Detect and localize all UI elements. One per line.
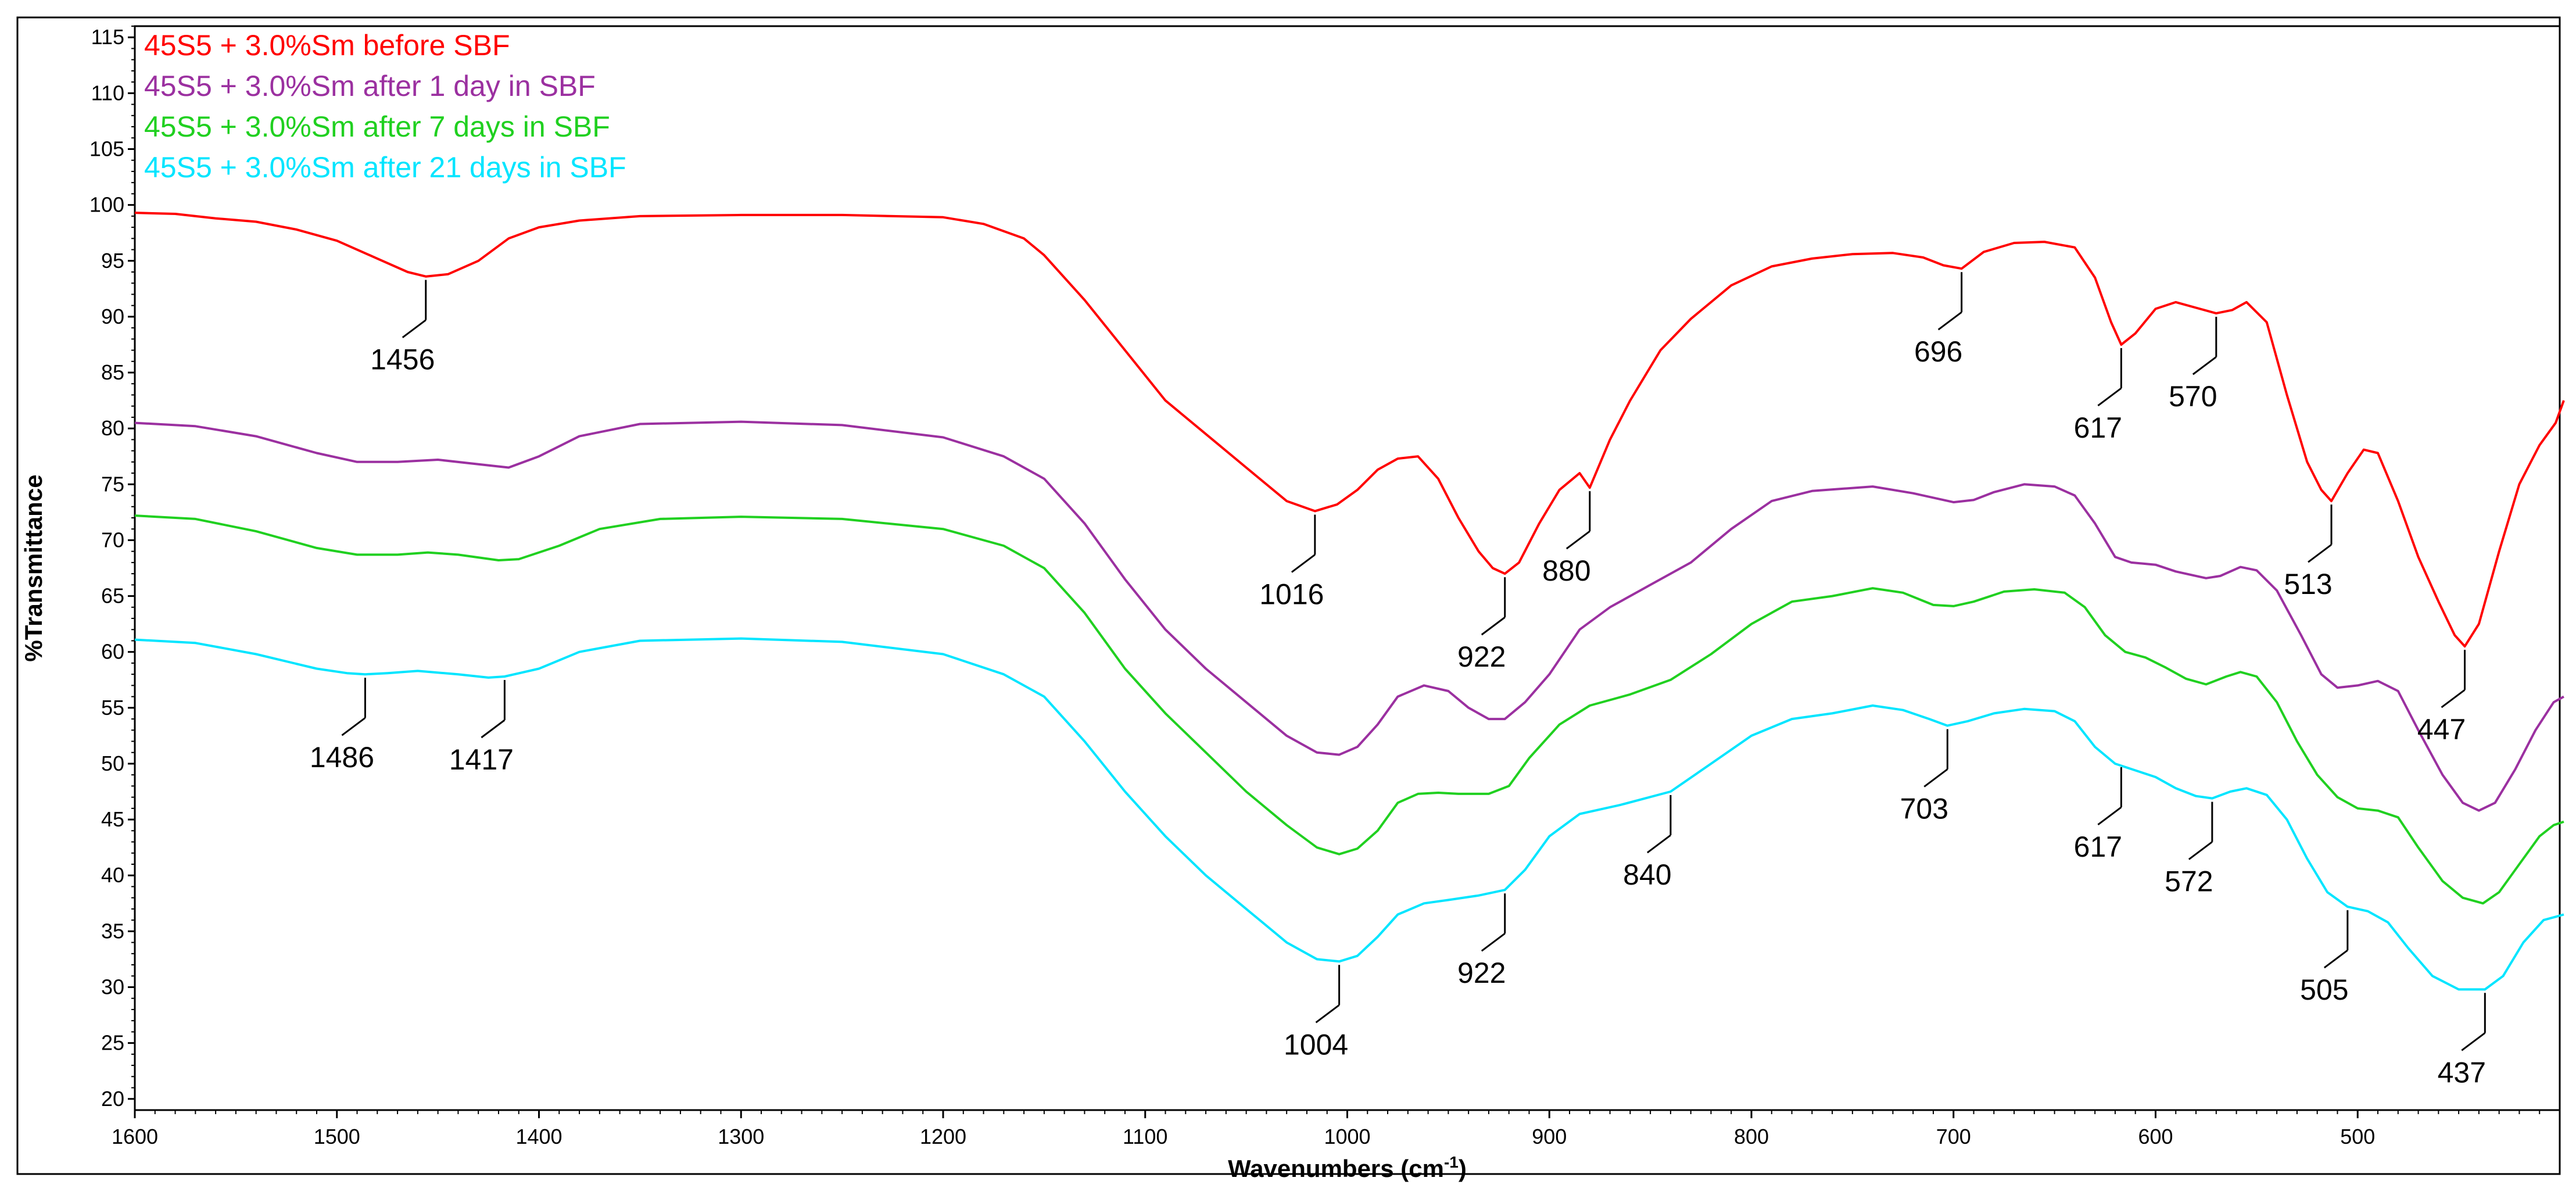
y-tick-label-35: 35 <box>101 919 124 943</box>
peak-leader-5 <box>1937 312 1962 331</box>
series-line-3 <box>134 514 2564 905</box>
legend-entry-1: 45S5 + 3.0%Sm before SBF <box>144 29 510 62</box>
y-tick-label-55: 55 <box>101 696 124 720</box>
peak-label-703: 703 <box>1900 793 1948 825</box>
x-tick-label-1000: 1000 <box>1324 1125 1370 1148</box>
peak-leader-4 <box>1565 530 1590 550</box>
x-tick-label-700: 700 <box>1936 1125 1971 1148</box>
legend-entry-4: 45S5 + 3.0%Sm after 21 days in SBF <box>144 151 626 184</box>
peak-leader-12 <box>1315 1004 1340 1023</box>
x-axis-title-tail: ) <box>1459 1155 1467 1182</box>
peak-leader-1 <box>402 319 427 338</box>
peak-leader-16 <box>2097 806 2122 826</box>
peak-label-513: 513 <box>2284 568 2332 600</box>
peak-leader-10 <box>341 717 366 736</box>
x-tick-label-1200: 1200 <box>920 1125 966 1148</box>
peak-label-617: 617 <box>2074 411 2122 444</box>
peak-leader-7 <box>2192 356 2217 375</box>
y-tick-label-80: 80 <box>101 416 124 440</box>
y-tick-label-95: 95 <box>101 249 124 273</box>
peak-leader-13 <box>1481 933 1506 952</box>
peak-label-880: 880 <box>1542 554 1590 587</box>
x-axis-title: Wavenumbers (cm-1) <box>1228 1153 1467 1182</box>
y-tick-label-105: 105 <box>89 137 124 160</box>
y-tick-label-40: 40 <box>101 863 124 887</box>
y-tick-label-85: 85 <box>101 360 124 384</box>
peak-label-1016: 1016 <box>1259 578 1324 610</box>
peak-leader-17 <box>2188 841 2213 860</box>
series-line-1 <box>134 212 2565 648</box>
peak-label-437: 437 <box>2438 1056 2486 1089</box>
y-tick-label-25: 25 <box>101 1031 124 1055</box>
peak-label-572: 572 <box>2165 865 2213 898</box>
peak-label-447: 447 <box>2417 713 2466 746</box>
x-tick-label-1500: 1500 <box>314 1125 360 1148</box>
y-tick-label-30: 30 <box>101 975 124 999</box>
peak-label-505: 505 <box>2300 973 2348 1006</box>
y-tick-label-20: 20 <box>101 1087 124 1111</box>
y-axis: 20 25 30 35 40 45 50 55 60 65 70 75 80 85 90 95 100 105 11… <box>89 25 135 1111</box>
y-tick-label-90: 90 <box>101 305 124 328</box>
series-line-2 <box>134 420 2564 812</box>
series-layer <box>134 212 2565 991</box>
x-tick-label-500: 500 <box>2340 1125 2375 1148</box>
y-axis-title: %Transmittance <box>20 474 47 661</box>
x-axis: 1600 1500 1400 1300 1200 1100 1000 900 800 700 600… <box>112 1110 2541 1148</box>
peak-label-617: 617 <box>2074 831 2122 863</box>
peak-leader-18 <box>2323 949 2348 969</box>
legend: 45S5 + 3.0%Sm before SBF 45S5 + 3.0%Sm af… <box>144 29 626 184</box>
peak-label-1456: 1456 <box>370 343 435 376</box>
legend-entry-3: 45S5 + 3.0%Sm after 7 days in SBF <box>144 110 610 143</box>
peak-leader-15 <box>1923 768 1948 788</box>
x-tick-label-1600: 1600 <box>112 1125 158 1148</box>
y-tick-label-110: 110 <box>91 81 124 105</box>
y-tick-label-115: 115 <box>91 25 124 49</box>
plot-area <box>134 25 2561 1111</box>
x-tick-label-600: 600 <box>2138 1125 2173 1148</box>
peak-label-922: 922 <box>1457 957 1506 989</box>
peak-label-1486: 1486 <box>310 741 374 774</box>
y-tick-label-45: 45 <box>101 807 124 831</box>
series-line-4 <box>134 637 2564 991</box>
peak-annotations: 1456 1016 922 880 696 617 570 513 447 1486 1417 100… <box>310 272 2486 1089</box>
x-tick-label-800: 800 <box>1734 1125 1769 1148</box>
x-tick-label-1300: 1300 <box>718 1125 764 1148</box>
y-tick-label-100: 100 <box>89 193 124 217</box>
peak-leader-8 <box>2308 543 2332 563</box>
y-tick-label-50: 50 <box>101 751 124 775</box>
legend-entry-2: 45S5 + 3.0%Sm after 1 day in SBF <box>144 70 596 102</box>
peak-label-922: 922 <box>1457 640 1506 673</box>
peak-leader-3 <box>1481 616 1506 636</box>
x-axis-title-sup: -1 <box>1444 1153 1459 1171</box>
y-tick-label-65: 65 <box>101 584 124 608</box>
y-tick-label-60: 60 <box>101 640 124 664</box>
y-tick-label-75: 75 <box>101 472 124 496</box>
peak-leader-11 <box>481 719 506 739</box>
peak-label-696: 696 <box>1914 335 1962 368</box>
peak-leader-6 <box>2097 387 2122 407</box>
y-tick-label-70: 70 <box>101 528 124 552</box>
x-tick-label-1100: 1100 <box>1123 1125 1167 1148</box>
peak-leader-2 <box>1291 554 1316 573</box>
x-tick-label-1400: 1400 <box>515 1125 562 1148</box>
peak-leader-14 <box>1646 834 1671 854</box>
peak-leader-19 <box>2461 1032 2486 1051</box>
peak-label-840: 840 <box>1623 858 1671 891</box>
peak-label-1417: 1417 <box>449 743 514 776</box>
x-tick-label-900: 900 <box>1532 1125 1567 1148</box>
peak-label-1004: 1004 <box>1284 1028 1348 1061</box>
peak-leader-9 <box>2441 689 2466 708</box>
x-axis-title-main: Wavenumbers (cm <box>1228 1155 1444 1182</box>
peak-label-570: 570 <box>2169 380 2217 413</box>
